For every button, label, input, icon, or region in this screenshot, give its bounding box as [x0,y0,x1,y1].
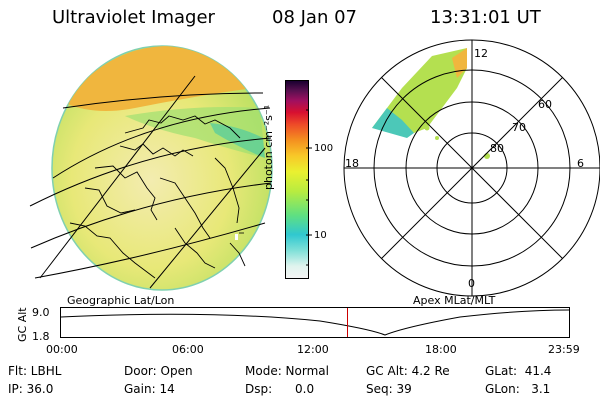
time-tick-4: 23:59 [548,343,580,356]
info-ip: IP: 36.0 [8,382,54,396]
info-flt: Flt: LBHL [8,364,62,378]
lat-label-80: 80 [490,142,504,155]
info-door: Door: Open [124,364,193,378]
info-glon: GLon: 3.1 [485,382,551,396]
green-band [125,107,265,158]
time-tick-1: 06:00 [172,343,204,356]
time-tick-0: 00:00 [46,343,78,356]
info-gain: Gain: 14 [124,382,175,396]
polar-image [372,48,467,133]
mlt-label-0: 0 [468,277,475,290]
info-gc-alt: GC Alt: 4.2 Re [366,364,450,378]
aurora-band [65,46,253,112]
geographic-image [29,45,273,291]
mlt-label-6: 6 [577,157,584,170]
apex-panel-label: Apex MLat/MLT [413,294,496,307]
mlt-label-18: 18 [345,157,359,170]
info-dsp: Dsp: 0.0 [245,382,315,396]
mlt-spokes [344,40,600,296]
info-seq: Seq: 39 [366,382,412,396]
time-tick-2: 12:00 [297,343,329,356]
altitude-ymax: 9.0 [32,306,50,319]
altitude-ymin: 1.8 [32,330,50,343]
info-mode: Mode: Normal [245,364,329,378]
info-glat: GLat: 41.4 [485,364,552,378]
colorbar-tick-10: 10 [314,230,327,241]
time-label: 13:31:01 UT [430,7,541,28]
date-label: 08 Jan 07 [272,7,357,28]
colorbar-tick-100: 100 [314,143,334,154]
polar-plot [343,39,600,297]
instrument-title: Ultraviolet Imager [52,7,215,28]
colorbar-label: photon cm⁻²s⁻¹ [262,104,275,190]
lat-label-70: 70 [512,121,526,134]
latlon-grid [29,75,272,289]
lat-label-60: 60 [538,98,552,111]
geographic-panel-label: Geographic Lat/Lon [67,294,175,307]
coastlines [69,115,246,279]
time-tick-3: 18:00 [425,343,457,356]
altitude-frame [60,307,570,338]
altitude-plot [60,307,570,338]
altitude-ylabel: GC Alt [16,307,29,342]
mlt-label-12: 12 [474,47,488,60]
altitude-curve [60,309,570,336]
colorbar-ticks [306,109,312,266]
